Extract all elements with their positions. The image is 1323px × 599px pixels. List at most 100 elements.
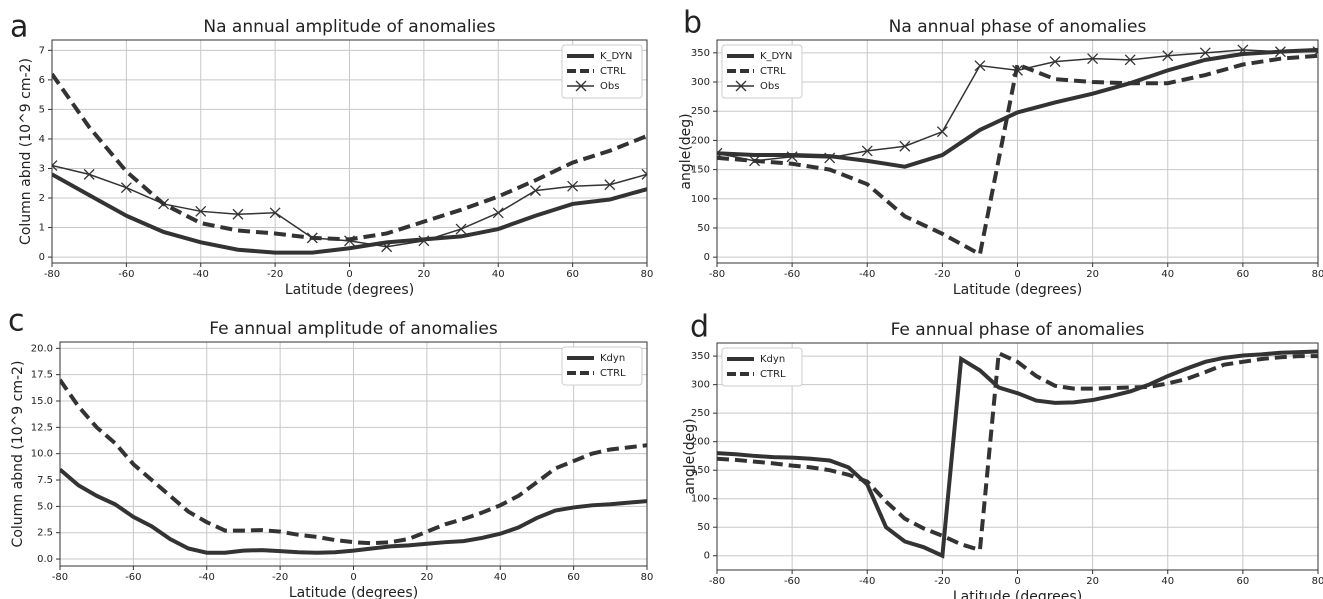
- legend-label: CTRL: [600, 66, 626, 77]
- x-tick-label: 0: [346, 269, 352, 280]
- y-tick-label: 0: [704, 551, 710, 562]
- legend-label: Obs: [600, 81, 619, 92]
- chart-title: Na annual phase of anomalies: [889, 17, 1147, 37]
- legend-label: CTRL: [600, 368, 626, 379]
- series-line: [717, 350, 1318, 553]
- panel-label: a: [10, 10, 28, 45]
- legend-label: K_DYN: [600, 51, 632, 62]
- plot-area: [60, 378, 647, 555]
- marker: [1312, 46, 1318, 58]
- y-tick-label: 0: [39, 252, 45, 263]
- y-tick-label: 1: [39, 223, 45, 234]
- legend-label: K_DYN: [760, 51, 792, 62]
- x-tick-label: 40: [494, 572, 507, 583]
- y-axis-label: Column abnd (10^9 cm-2): [18, 58, 34, 245]
- legend-label: Kdyn: [600, 353, 625, 364]
- x-tick-label: 60: [567, 572, 580, 583]
- y-tick-label: 200: [691, 437, 710, 448]
- x-tick-label: -60: [784, 576, 800, 587]
- y-tick-label: 200: [691, 135, 710, 146]
- series-line: [60, 467, 647, 555]
- marker: [1199, 47, 1211, 59]
- x-tick-label: 20: [1086, 269, 1099, 280]
- x-tick-label: 60: [566, 269, 579, 280]
- x-tick-label: -60: [784, 269, 800, 280]
- marker: [381, 241, 393, 253]
- x-axis-label: Latitude (degrees): [285, 282, 414, 298]
- chart-title: Fe annual amplitude of anomalies: [209, 319, 498, 339]
- marker: [529, 185, 541, 197]
- marker: [120, 182, 132, 194]
- y-axis-label: Column abnd (10^9 cm-2): [10, 361, 26, 548]
- axes-frame: [716, 342, 1319, 571]
- series-line: [60, 378, 647, 546]
- marker: [83, 168, 95, 180]
- axes-frame: [59, 341, 648, 567]
- y-tick-label: 7: [39, 45, 45, 56]
- legend-label: CTRL: [760, 66, 786, 77]
- marker: [232, 208, 244, 220]
- y-tick-label: 300: [691, 77, 710, 88]
- y-tick-label: 6: [39, 75, 45, 86]
- marker: [418, 235, 430, 247]
- marker: [1162, 50, 1174, 62]
- marker: [786, 151, 798, 163]
- marker: [1012, 64, 1023, 76]
- axes-frame: [716, 39, 1319, 264]
- marker: [52, 160, 58, 171]
- x-tick-label: -20: [267, 269, 283, 280]
- marker: [974, 60, 986, 72]
- x-tick-label: 80: [1312, 269, 1323, 280]
- x-tick-label: 80: [1312, 576, 1323, 587]
- y-tick-label: 50: [697, 223, 710, 234]
- panel-label: b: [683, 6, 702, 41]
- x-tick-label: 40: [1161, 576, 1174, 587]
- y-tick-label: 350: [691, 351, 710, 362]
- y-tick-label: 10.0: [31, 449, 53, 460]
- marker: [306, 232, 318, 244]
- x-tick-label: 40: [1161, 269, 1174, 280]
- x-tick-label: -40: [199, 572, 215, 583]
- x-tick-label: 60: [1237, 576, 1250, 587]
- plot-area: [717, 44, 1318, 258]
- y-tick-label: 100: [691, 494, 710, 505]
- x-tick-label: -40: [193, 269, 209, 280]
- marker: [1237, 44, 1249, 56]
- x-tick-label: 0: [1014, 576, 1020, 587]
- x-tick-label: 20: [1086, 576, 1099, 587]
- y-tick-label: 5: [39, 104, 45, 115]
- marker: [899, 140, 911, 152]
- x-tick-label: -20: [934, 576, 950, 587]
- marker: [1049, 56, 1061, 68]
- y-tick-label: 5.0: [37, 501, 53, 512]
- x-tick-label: 40: [492, 269, 505, 280]
- series-line: [717, 47, 1318, 169]
- x-tick-label: 0: [1014, 269, 1020, 280]
- y-tick-label: 7.5: [37, 475, 53, 486]
- x-tick-label: -60: [125, 572, 141, 583]
- marker: [717, 147, 723, 159]
- y-tick-label: 100: [691, 194, 710, 205]
- x-tick-label: -20: [272, 572, 288, 583]
- y-tick-label: 17.5: [31, 370, 53, 381]
- marker: [1124, 54, 1136, 66]
- legend-marker: [575, 80, 587, 92]
- x-tick-label: -60: [118, 269, 134, 280]
- plot-area: [52, 72, 647, 255]
- marker: [641, 168, 647, 180]
- legend-label: Obs: [760, 81, 779, 92]
- marker: [344, 235, 355, 247]
- marker: [1274, 46, 1286, 58]
- y-tick-label: 2: [39, 193, 45, 204]
- chart-title: Na annual amplitude of anomalies: [203, 17, 495, 37]
- y-tick-label: 15.0: [31, 396, 53, 407]
- y-tick-label: 12.5: [31, 422, 53, 433]
- y-tick-label: 2.5: [37, 528, 53, 539]
- y-tick-label: 150: [691, 465, 710, 476]
- panel-label: c: [8, 304, 25, 339]
- marker: [455, 223, 467, 235]
- marker: [492, 207, 504, 219]
- axes-frame: [51, 39, 648, 264]
- x-tick-label: 80: [641, 572, 654, 583]
- y-tick-label: 4: [39, 134, 45, 145]
